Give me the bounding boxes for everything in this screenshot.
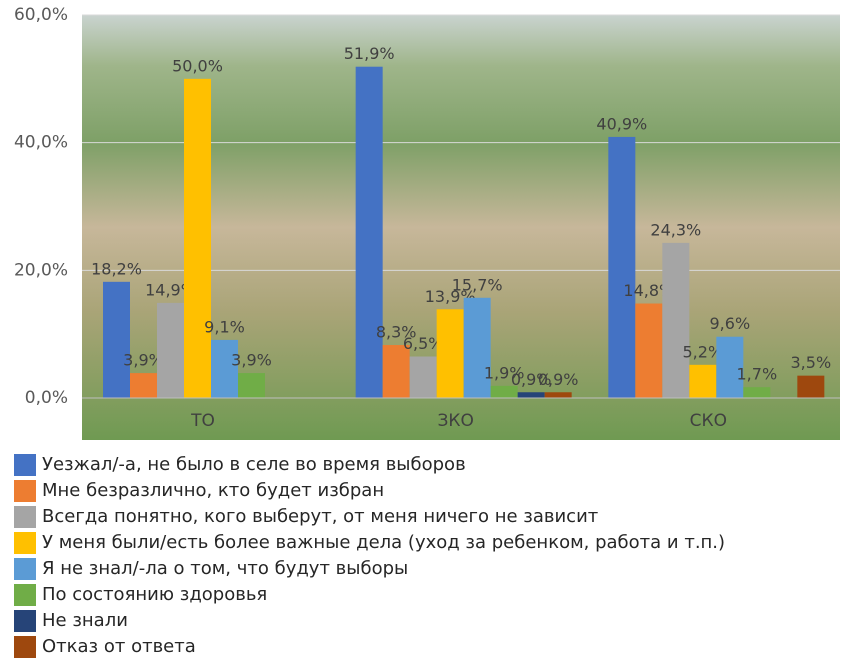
value-label: 0,9% — [538, 370, 579, 389]
legend-swatch — [14, 454, 36, 476]
legend-label: Всегда понятно, кого выберут, от меня ни… — [42, 506, 598, 527]
y-tick-label: 40,0% — [14, 133, 68, 153]
bar — [356, 67, 383, 398]
y-tick-label: 60,0% — [14, 5, 68, 25]
value-label: 40,9% — [596, 114, 647, 133]
value-label: 3,5% — [791, 353, 832, 372]
bar — [130, 373, 157, 398]
bar — [238, 373, 265, 398]
y-tick-label: 20,0% — [14, 260, 68, 280]
bar — [608, 137, 635, 398]
value-label: 3,9% — [231, 351, 272, 370]
bar — [464, 298, 491, 398]
chart: 0,0%20,0%40,0%60,0%ТО18,2%3,9%14,9%50,0%… — [0, 0, 854, 664]
bar — [184, 79, 211, 398]
bar — [797, 376, 824, 398]
value-label: 24,3% — [650, 220, 701, 239]
legend-label: У меня были/есть более важные дела (уход… — [42, 532, 725, 553]
bar — [518, 392, 545, 398]
bar — [103, 282, 130, 398]
legend-swatch — [14, 480, 36, 502]
x-tick-label: ТО — [190, 411, 215, 431]
legend-label: Уезжал/-а, не было в селе во время выбор… — [42, 454, 466, 475]
value-label: 50,0% — [172, 56, 223, 75]
legend-swatch — [14, 636, 36, 658]
bar — [410, 357, 437, 398]
bar — [437, 309, 464, 398]
legend-swatch — [14, 558, 36, 580]
legend-swatch — [14, 610, 36, 632]
bar — [635, 304, 662, 398]
y-tick-label: 0,0% — [25, 388, 68, 408]
bar — [689, 365, 716, 398]
legend-label: Не знали — [42, 610, 128, 631]
value-label: 15,7% — [452, 275, 503, 294]
value-label: 51,9% — [344, 44, 395, 63]
legend-label: Отказ от ответа — [42, 636, 196, 657]
bar — [545, 392, 572, 398]
bar — [157, 303, 184, 398]
value-label: 18,2% — [91, 259, 142, 278]
value-label: 9,1% — [204, 317, 245, 336]
value-label: 1,7% — [737, 365, 778, 384]
x-tick-label: ЗКО — [437, 411, 473, 431]
legend-label: По состоянию здоровья — [42, 584, 267, 605]
value-label: 9,6% — [710, 314, 751, 333]
x-tick-label: СКО — [690, 411, 727, 431]
legend-swatch — [14, 506, 36, 528]
bar — [662, 243, 689, 398]
bar — [743, 387, 770, 398]
legend-label: Я не знал/-ла о том, что будут выборы — [42, 558, 408, 579]
legend-swatch — [14, 532, 36, 554]
legend-swatch — [14, 584, 36, 606]
legend-label: Мне безразлично, кто будет избран — [42, 480, 384, 501]
